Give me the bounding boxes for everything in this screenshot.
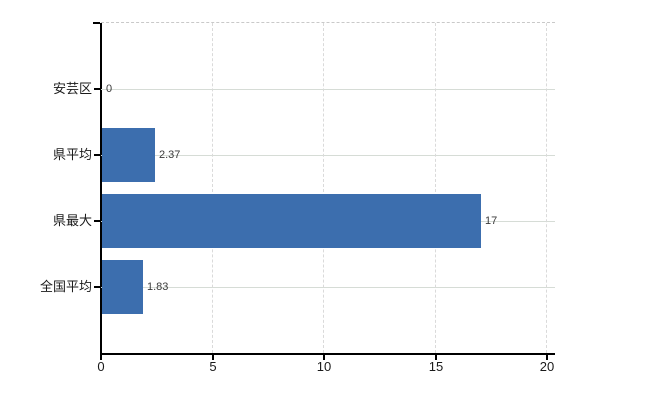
y-axis-tick (94, 286, 100, 288)
plot-top-border (101, 22, 555, 23)
bar-value-label: 0 (106, 83, 113, 95)
bar-value-label: 17 (485, 215, 498, 227)
y-axis-tick (94, 154, 100, 156)
category-label: 全国平均 (39, 279, 92, 294)
category-label: 県最大 (52, 213, 92, 228)
grid-vline (212, 23, 213, 353)
grid-hline (101, 287, 555, 288)
category-label: 県平均 (52, 147, 92, 162)
grid-vline (435, 23, 436, 353)
x-tick-label: 0 (97, 359, 105, 374)
category-label: 安芸区 (52, 81, 92, 96)
bar-1 (102, 128, 155, 182)
grid-hline (101, 89, 555, 90)
y-axis-line (100, 23, 102, 355)
x-tick-label: 15 (428, 359, 444, 374)
x-axis-tick (323, 355, 325, 360)
bar-value-label: 2.37 (159, 149, 181, 161)
x-tick-label: 10 (316, 359, 332, 374)
x-axis-tick (212, 355, 214, 360)
x-axis-tick (546, 355, 548, 360)
y-axis-tick (94, 88, 100, 90)
bar-2 (102, 194, 481, 248)
grid-vline (546, 23, 547, 353)
y-axis-tick (94, 220, 100, 222)
grid-hline (101, 155, 555, 156)
x-tick-label: 5 (209, 359, 217, 374)
x-axis-line (100, 353, 555, 355)
y-axis-top-tick (93, 22, 100, 24)
x-tick-label: 20 (539, 359, 555, 374)
bar-3 (102, 260, 143, 314)
x-axis-tick (100, 355, 102, 360)
x-axis-tick (435, 355, 437, 360)
bar-value-label: 1.83 (147, 281, 169, 293)
grid-vline (323, 23, 324, 353)
